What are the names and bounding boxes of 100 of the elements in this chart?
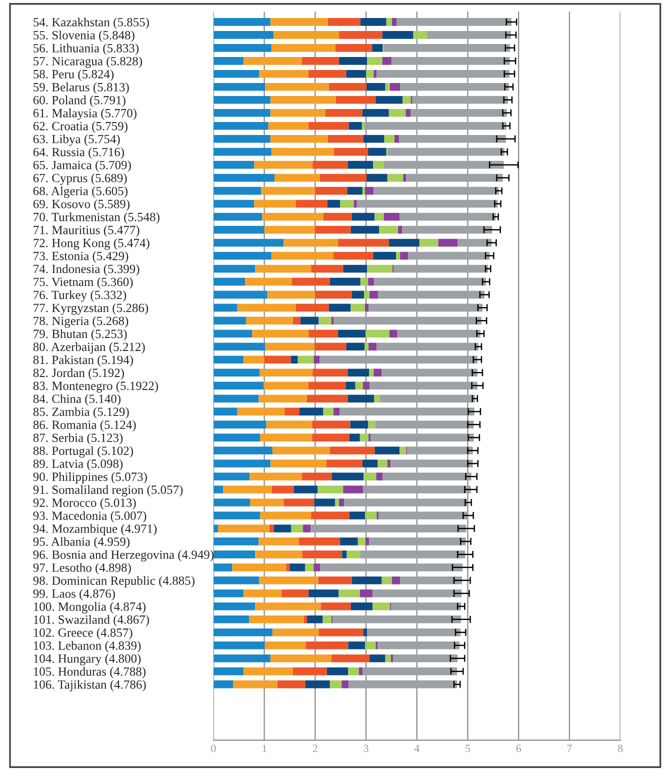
bar — [362, 108, 389, 117]
bar — [346, 550, 360, 558]
bar — [292, 667, 327, 676]
bar — [376, 342, 478, 351]
bar — [213, 538, 259, 546]
bar — [328, 18, 360, 26]
bar — [265, 342, 315, 351]
bar — [213, 160, 254, 169]
y-tick-label: 62. Croatia (5.759) — [33, 122, 128, 133]
bar — [243, 590, 282, 598]
bar — [368, 148, 386, 156]
bar — [308, 330, 338, 338]
bar — [419, 238, 438, 247]
bar — [213, 316, 246, 325]
bar — [213, 524, 218, 532]
bar — [362, 460, 378, 468]
bar — [349, 512, 365, 520]
bar — [342, 550, 347, 558]
bar — [318, 628, 364, 636]
bar — [271, 252, 334, 260]
bar — [213, 212, 262, 221]
bar — [213, 382, 264, 390]
y-tick-label: 59. Belarus (5.813) — [34, 82, 129, 94]
y-tick-label: 97. Lesotho (4.898) — [33, 563, 131, 574]
y-tick-label: 98. Dominican Republic (4.885) — [33, 576, 194, 588]
bar — [308, 122, 349, 130]
bar — [358, 538, 366, 546]
bar — [318, 576, 352, 584]
x-tick-label: 4 — [414, 744, 420, 752]
bar — [292, 316, 300, 325]
bar — [291, 524, 303, 532]
bar — [397, 330, 480, 338]
bar — [385, 654, 391, 662]
bar — [294, 486, 318, 494]
bar — [392, 654, 458, 662]
bar — [255, 602, 321, 610]
bar — [213, 18, 270, 26]
bar — [388, 108, 406, 117]
bar — [213, 667, 244, 676]
bar — [260, 368, 313, 377]
bar — [213, 252, 272, 260]
bar — [311, 264, 344, 273]
bar — [213, 278, 245, 286]
y-tick-label: 86. Romania (5.124) — [33, 420, 136, 432]
bar — [213, 498, 250, 506]
bar — [334, 148, 368, 156]
bar — [374, 446, 400, 454]
y-tick-label: 101. Swaziland (4.867) — [34, 615, 149, 626]
bar — [264, 226, 316, 234]
bar — [249, 615, 304, 624]
bar — [312, 160, 348, 169]
bar — [250, 498, 284, 506]
bar — [360, 590, 373, 598]
bar — [372, 44, 383, 52]
bar — [352, 576, 382, 584]
bar — [272, 446, 330, 454]
bar — [264, 641, 306, 650]
bar — [384, 212, 400, 221]
bar — [284, 498, 314, 506]
y-tick-label: 74. Indonesia (5.399) — [34, 264, 140, 276]
bar — [290, 356, 298, 364]
bar — [284, 408, 300, 416]
x-tick-label: 3 — [364, 744, 368, 752]
bar — [388, 238, 420, 247]
bar — [255, 550, 302, 558]
bar — [315, 290, 352, 299]
bar — [388, 148, 504, 156]
bar — [213, 420, 266, 428]
bar — [352, 212, 375, 221]
bar — [332, 472, 364, 480]
bar — [272, 486, 294, 494]
bar — [349, 434, 360, 442]
bar — [376, 96, 403, 104]
bar — [213, 408, 238, 416]
bar — [406, 174, 503, 182]
y-tick-label: 72. Hong Kong (5.474) — [34, 238, 150, 250]
y-tick-label: 93. Macedonia (5.007) — [33, 511, 146, 522]
bar — [213, 446, 272, 454]
bar — [312, 434, 350, 442]
bar — [364, 122, 506, 130]
bar — [298, 356, 314, 364]
bar — [284, 238, 338, 247]
bar — [266, 420, 312, 428]
bar — [322, 615, 332, 624]
bar — [348, 160, 374, 169]
bar — [427, 31, 511, 39]
bar — [327, 200, 340, 208]
bar — [264, 356, 291, 364]
x-tick-label: 8 — [618, 744, 623, 752]
bar — [350, 602, 373, 610]
bar — [393, 264, 488, 273]
bar — [323, 212, 352, 221]
bar — [213, 564, 232, 572]
bar — [334, 498, 340, 506]
bar — [258, 394, 308, 402]
bar — [392, 576, 400, 584]
bar — [320, 564, 463, 572]
bar — [213, 96, 270, 104]
bar — [308, 590, 339, 598]
y-tick-label: 104. Hungary (4.800) — [34, 654, 141, 666]
